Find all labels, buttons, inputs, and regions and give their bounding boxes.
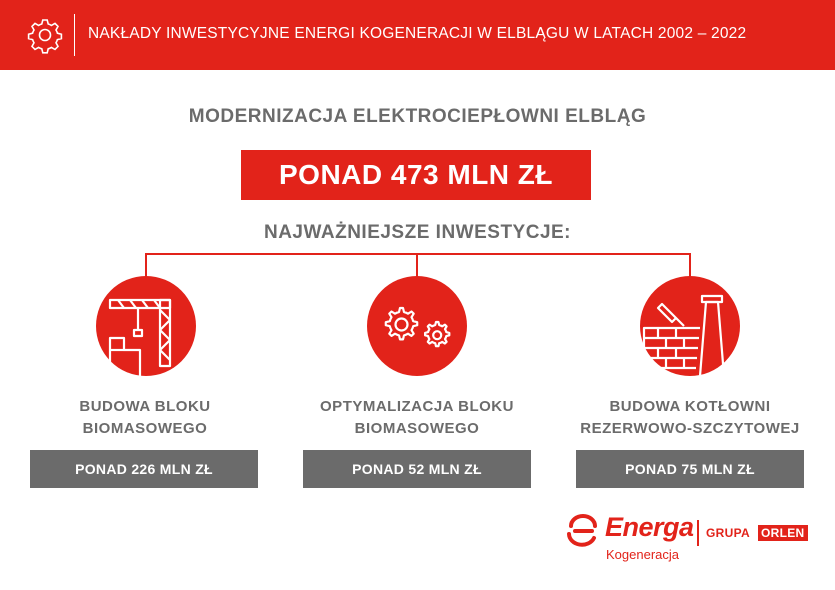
investment-label-line2: REZERWOWO-SZCZYTOWEJ xyxy=(580,420,800,437)
energa-subbrand: Kogeneracja xyxy=(606,547,679,562)
investment-amount-biomass-optimization: PONAD 52 MLN ZŁ xyxy=(303,450,531,488)
investment-label-boiler-house: BUDOWA KOTŁOWNI REZERWOWO-SZCZYTOWEJ xyxy=(560,396,820,440)
group-label: GRUPA xyxy=(706,526,750,540)
investment-label-biomass-optimization: OPTYMALIZACJA BLOKU BIOMASOWEGO xyxy=(287,396,547,440)
header-title: NAKŁADY INWESTYCYJNE ENERGI KOGENERACJI … xyxy=(88,25,747,42)
investment-label-line2: BIOMASOWEGO xyxy=(82,420,208,437)
total-amount-badge: PONAD 473 MLN ZŁ xyxy=(241,150,591,200)
orlen-brand: ORLEN xyxy=(758,525,808,541)
investment-amount-biomass-unit: PONAD 226 MLN ZŁ xyxy=(30,450,258,488)
boiler-chimney-icon xyxy=(640,276,740,376)
gears-icon xyxy=(367,276,467,376)
key-investments-title: NAJWAŻNIEJSZE INWESTYCJE: xyxy=(263,222,572,243)
construction-crane-icon xyxy=(96,276,196,376)
energa-brand: Energa xyxy=(605,512,694,542)
header-bar: NAKŁADY INWESTYCYJNE ENERGI KOGENERACJI … xyxy=(0,0,835,70)
logo-separator xyxy=(697,520,699,546)
investment-amount-boiler-house: PONAD 75 MLN ZŁ xyxy=(576,450,804,488)
energa-orlen-logo: Energa Kogeneracja GRUPA ORLEN xyxy=(565,512,815,567)
energa-logo-mark-icon xyxy=(567,514,597,547)
investment-label-line1: BUDOWA KOTŁOWNI xyxy=(609,398,771,415)
investment-label-line2: BIOMASOWEGO xyxy=(354,420,480,437)
investment-label-biomass-unit: BUDOWA BLOKU BIOMASOWEGO xyxy=(15,396,275,440)
investment-label-line1: BUDOWA BLOKU xyxy=(79,398,211,415)
header-divider xyxy=(74,14,75,56)
gear-icon xyxy=(27,19,63,54)
page-subtitle: MODERNIZACJA ELEKTROCIEPŁOWNI ELBLĄG xyxy=(188,106,647,127)
investment-label-line1: OPTYMALIZACJA BLOKU xyxy=(320,398,514,415)
